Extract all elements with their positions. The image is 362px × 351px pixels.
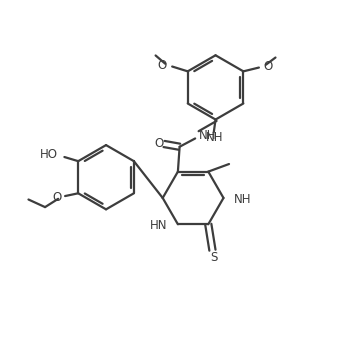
Text: NH: NH xyxy=(234,193,251,206)
Text: NH: NH xyxy=(199,129,217,142)
Text: HO: HO xyxy=(39,148,58,161)
Text: O: O xyxy=(264,60,273,73)
Text: O: O xyxy=(154,137,163,150)
Text: S: S xyxy=(210,251,217,264)
Text: NH: NH xyxy=(206,131,223,144)
Text: O: O xyxy=(158,59,167,72)
Text: O: O xyxy=(52,191,61,204)
Text: HN: HN xyxy=(150,219,168,232)
